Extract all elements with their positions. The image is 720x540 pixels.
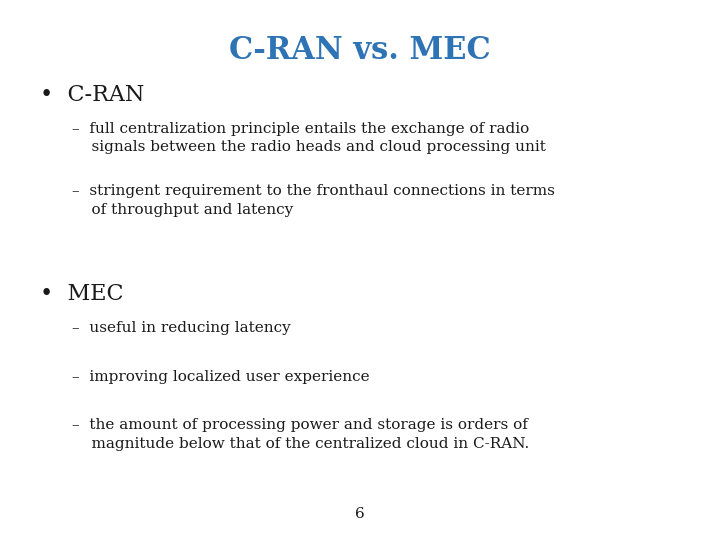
Text: C-RAN vs. MEC: C-RAN vs. MEC: [229, 35, 491, 66]
Text: –  stringent requirement to the fronthaul connections in terms
    of throughput: – stringent requirement to the fronthaul…: [72, 184, 555, 217]
Text: –  improving localized user experience: – improving localized user experience: [72, 370, 369, 384]
Text: –  useful in reducing latency: – useful in reducing latency: [72, 321, 291, 335]
Text: •  C-RAN: • C-RAN: [40, 84, 144, 106]
Text: –  full centralization principle entails the exchange of radio
    signals betwe: – full centralization principle entails …: [72, 122, 546, 154]
Text: –  the amount of processing power and storage is orders of
    magnitude below t: – the amount of processing power and sto…: [72, 418, 529, 451]
Text: •  MEC: • MEC: [40, 284, 123, 306]
Text: 6: 6: [355, 507, 365, 521]
